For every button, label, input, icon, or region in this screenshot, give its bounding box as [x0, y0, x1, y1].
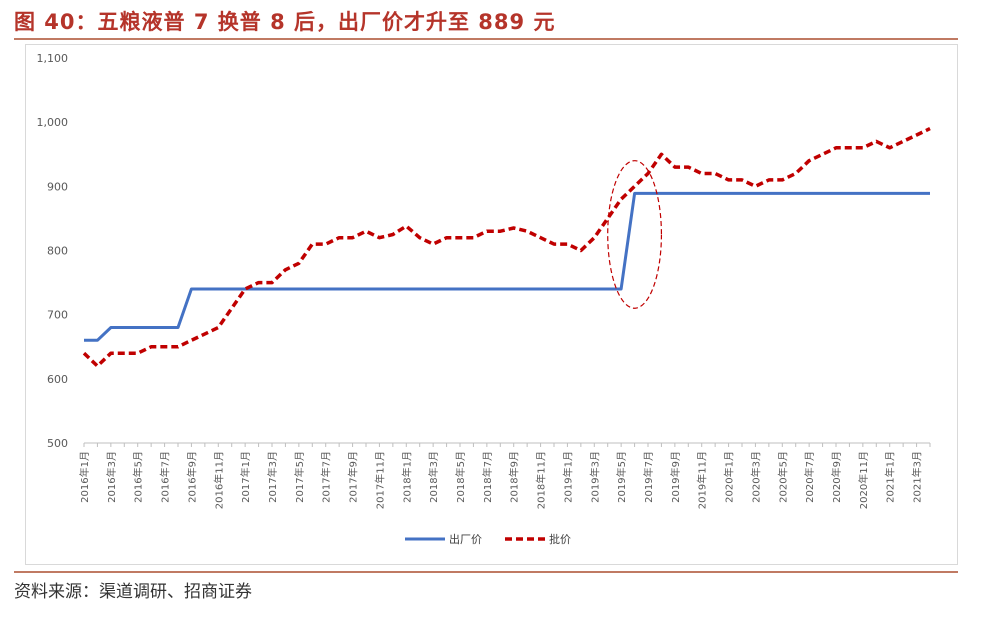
x-tick-label: 2020年3月	[749, 451, 762, 503]
x-tick-label: 2016年9月	[185, 451, 198, 503]
series-line-wholesale-price	[82, 127, 931, 368]
footer-divider	[14, 571, 958, 573]
x-tick-label: 2016年11月	[212, 451, 225, 509]
annotation-layer	[607, 160, 663, 309]
x-tick-label: 2017年11月	[373, 451, 386, 509]
x-tick-label: 2020年11月	[857, 451, 870, 509]
x-tick-label: 2020年1月	[723, 451, 736, 503]
legend: 出厂价 批价	[405, 532, 571, 546]
x-tick-label: 2016年1月	[78, 451, 91, 503]
x-tick-label: 2020年9月	[830, 451, 843, 503]
y-tick-label: 700	[47, 309, 68, 322]
x-tick-label: 2016年5月	[132, 451, 145, 503]
legend-wholesale-price-label: 批价	[549, 532, 571, 546]
x-tick-label: 2019年3月	[588, 451, 601, 503]
x-tick-label: 2017年9月	[347, 451, 360, 503]
x-tick-label: 2018年5月	[454, 451, 467, 503]
x-tick-label: 2017年5月	[293, 451, 306, 503]
x-tick-label: 2017年1月	[239, 451, 252, 503]
y-axis: 500 600 700 800 900 1,000 1,100	[37, 52, 69, 450]
highlight-ellipse	[607, 160, 663, 309]
x-axis: 2016年1月 2016年3月 2016年5月 2016年7月 2016年9月 2016年…	[78, 442, 931, 509]
x-tick-label: 2019年11月	[696, 451, 709, 509]
y-tick-label: 900	[47, 180, 68, 193]
source-note: 资料来源：渠道调研、招商证券	[14, 582, 252, 602]
y-tick-label: 600	[47, 373, 68, 386]
x-tick-label: 2021年3月	[911, 451, 924, 503]
x-tick-label: 2017年7月	[320, 451, 333, 503]
x-tick-label: 2020年5月	[776, 451, 789, 503]
x-tick-label: 2016年7月	[159, 451, 172, 503]
chart-frame	[25, 44, 958, 565]
x-tick-label: 2021年1月	[884, 451, 897, 503]
x-tick-label: 2019年9月	[669, 451, 682, 503]
page-title: 图 40：五粮液普 7 换普 8 后，出厂价才升至 889 元	[14, 10, 556, 34]
x-tick-label: 2020年7月	[803, 451, 816, 503]
y-tick-label: 500	[47, 437, 68, 450]
title-divider	[14, 38, 958, 40]
x-tick-label: 2018年3月	[427, 451, 440, 503]
legend-factory-price-label: 出厂价	[449, 532, 482, 546]
x-tick-label: 2016年3月	[105, 451, 118, 503]
x-tick-label: 2019年7月	[642, 451, 655, 503]
x-tick-label: 2019年1月	[561, 451, 574, 503]
x-tick-label: 2018年1月	[400, 451, 413, 503]
series-layer	[82, 127, 931, 368]
x-tick-label: 2018年7月	[481, 451, 494, 503]
y-tick-label: 1,100	[37, 52, 69, 65]
series-line-factory-price	[84, 191, 930, 342]
y-tick-label: 1,000	[37, 116, 69, 129]
x-tick-label: 2019年5月	[615, 451, 628, 503]
x-tick-label: 2018年9月	[508, 451, 521, 503]
y-tick-label: 800	[47, 245, 68, 258]
x-tick-label: 2018年11月	[535, 451, 548, 509]
x-tick-label: 2017年3月	[266, 451, 279, 503]
